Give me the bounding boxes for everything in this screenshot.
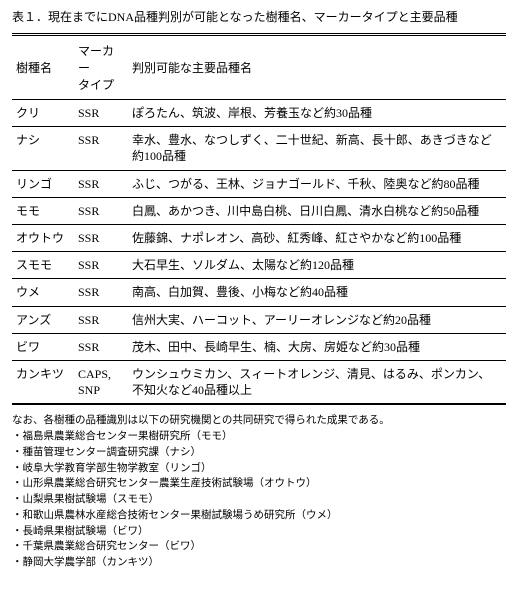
- cell-species: ナシ: [12, 127, 74, 170]
- cell-marker: SSR: [74, 252, 128, 279]
- cell-species: ビワ: [12, 333, 74, 360]
- table-row: オウトウSSR佐藤錦、ナポレオン、高砂、紅秀峰、紅さやかなど約100品種: [12, 224, 506, 251]
- cell-marker: SSR: [74, 306, 128, 333]
- cell-marker: CAPS, SNP: [74, 360, 128, 404]
- table-row: カンキツCAPS, SNPウンシュウミカン、スィートオレンジ、清見、はるみ、ポン…: [12, 360, 506, 404]
- note-intro: なお、各樹種の品種識別は以下の研究機関との共同研究で得られた成果である。: [12, 413, 506, 429]
- note-item: ・静岡大学農学部（カンキツ）: [12, 555, 506, 571]
- table-row: リンゴSSRふじ、つがる、王林、ジョナゴールド、千秋、陸奥など約80品種: [12, 170, 506, 197]
- note-item: ・山梨県果樹試験場（スモモ）: [12, 492, 506, 508]
- note-item: ・種苗管理センター調査研究課（ナシ）: [12, 445, 506, 461]
- note-item: ・山形県農業総合研究センター農業生産技術試験場（オウトウ）: [12, 476, 506, 492]
- cell-varieties: 信州大実、ハーコット、アーリーオレンジなど約20品種: [128, 306, 506, 333]
- col-header-species: 樹種名: [12, 35, 74, 100]
- cell-marker: SSR: [74, 224, 128, 251]
- table-row: ナシSSR幸水、豊水、なつしずく、二十世紀、新高、長十郎、あきづきなど約100品…: [12, 127, 506, 170]
- note-item: ・長崎県果樹試験場（ビワ）: [12, 524, 506, 540]
- cell-species: クリ: [12, 100, 74, 127]
- table-row: クリSSRぽろたん、筑波、岸根、芳養玉など約30品種: [12, 100, 506, 127]
- note-item: ・福島県農業総合センター果樹研究所（モモ）: [12, 429, 506, 445]
- cell-marker: SSR: [74, 170, 128, 197]
- table-row: スモモSSR大石早生、ソルダム、太陽など約120品種: [12, 252, 506, 279]
- cell-varieties: 白鳳、あかつき、川中島白桃、日川白鳳、清水白桃など約50品種: [128, 197, 506, 224]
- table-caption: 表１．現在までにDNA品種判別が可能となった樹種名、マーカータイプと主要品種: [12, 8, 506, 25]
- cell-species: スモモ: [12, 252, 74, 279]
- cell-species: オウトウ: [12, 224, 74, 251]
- cell-species: ウメ: [12, 279, 74, 306]
- cell-species: カンキツ: [12, 360, 74, 404]
- table-row: アンズSSR信州大実、ハーコット、アーリーオレンジなど約20品種: [12, 306, 506, 333]
- cell-varieties: 幸水、豊水、なつしずく、二十世紀、新高、長十郎、あきづきなど約100品種: [128, 127, 506, 170]
- cell-species: モモ: [12, 197, 74, 224]
- cell-marker: SSR: [74, 279, 128, 306]
- cell-species: アンズ: [12, 306, 74, 333]
- cell-species: リンゴ: [12, 170, 74, 197]
- cell-varieties: ウンシュウミカン、スィートオレンジ、清見、はるみ、ポンカン、不知火など40品種以…: [128, 360, 506, 404]
- note-item: ・岐阜大学教育学部生物学教室（リンゴ）: [12, 461, 506, 477]
- note-item: ・千葉県農業総合研究センター（ビワ）: [12, 539, 506, 555]
- col-header-marker: マーカータイプ: [74, 35, 128, 100]
- dna-varieties-table: 樹種名 マーカータイプ 判別可能な主要品種名 クリSSRぽろたん、筑波、岸根、芳…: [12, 33, 506, 405]
- cell-varieties: 佐藤錦、ナポレオン、高砂、紅秀峰、紅さやかなど約100品種: [128, 224, 506, 251]
- cell-marker: SSR: [74, 197, 128, 224]
- notes-list: ・福島県農業総合センター果樹研究所（モモ）・種苗管理センター調査研究課（ナシ）・…: [12, 429, 506, 571]
- header-row: 樹種名 マーカータイプ 判別可能な主要品種名: [12, 35, 506, 100]
- cell-varieties: 茂木、田中、長崎早生、楠、大房、房姫など約30品種: [128, 333, 506, 360]
- cell-varieties: 大石早生、ソルダム、太陽など約120品種: [128, 252, 506, 279]
- table-row: モモSSR白鳳、あかつき、川中島白桃、日川白鳳、清水白桃など約50品種: [12, 197, 506, 224]
- cell-varieties: ぽろたん、筑波、岸根、芳養玉など約30品種: [128, 100, 506, 127]
- cell-marker: SSR: [74, 100, 128, 127]
- cell-varieties: ふじ、つがる、王林、ジョナゴールド、千秋、陸奥など約80品種: [128, 170, 506, 197]
- cell-varieties: 南高、白加賀、豊後、小梅など約40品種: [128, 279, 506, 306]
- table-row: ビワSSR茂木、田中、長崎早生、楠、大房、房姫など約30品種: [12, 333, 506, 360]
- cell-marker: SSR: [74, 127, 128, 170]
- note-item: ・和歌山県農林水産総合技術センター果樹試験場うめ研究所（ウメ）: [12, 508, 506, 524]
- table-row: ウメSSR南高、白加賀、豊後、小梅など約40品種: [12, 279, 506, 306]
- col-header-varieties: 判別可能な主要品種名: [128, 35, 506, 100]
- cell-marker: SSR: [74, 333, 128, 360]
